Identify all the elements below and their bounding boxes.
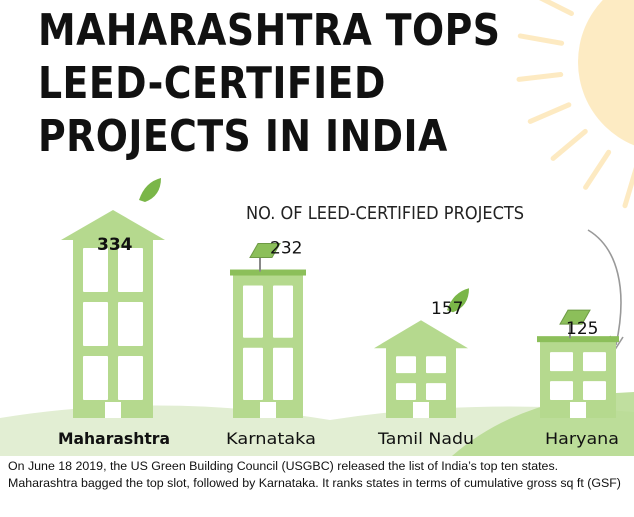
building-window [273, 285, 293, 338]
building-window [118, 248, 143, 292]
building-door [413, 402, 429, 418]
building-karnataka: 232 Karnataka [226, 239, 316, 448]
building-window [396, 383, 416, 400]
building-door [570, 402, 586, 418]
category-label: Maharashtra [58, 429, 170, 448]
value-label: 157 [431, 299, 463, 319]
building-window [273, 347, 293, 400]
sun-ray [550, 128, 588, 161]
building-window [426, 383, 446, 400]
sun-graphic [516, 0, 634, 209]
building-window [83, 248, 108, 292]
building-window [426, 356, 446, 374]
building-door [260, 402, 276, 418]
building-roof-ledge [230, 269, 306, 276]
building-window [583, 352, 606, 372]
headline-line-3: PROJECTS IN INDIA [38, 111, 448, 162]
category-label: Haryana [545, 429, 619, 448]
building-window [550, 381, 573, 400]
sun-ray [516, 72, 564, 82]
building-window [396, 356, 416, 374]
caption-text: On June 18 2019, the US Green Building C… [8, 459, 621, 490]
category-label: Karnataka [226, 429, 316, 448]
value-label: 232 [270, 239, 302, 259]
sun-ray [622, 166, 634, 209]
building-maharashtra: 334 Maharashtra [58, 178, 170, 448]
headline-line-1: MAHARASHTRA TOPS [38, 5, 501, 56]
headline: MAHARASHTRA TOPS LEED-CERTIFIED PROJECTS… [38, 4, 501, 163]
leaf-icon [139, 178, 161, 202]
building-tamil-nadu: 157 Tamil Nadu [374, 288, 474, 448]
sun-disc [578, 0, 634, 146]
building-window [583, 381, 606, 400]
value-label: 334 [97, 235, 133, 255]
building-window [118, 302, 143, 346]
building-haryana: 125 Haryana [537, 309, 619, 448]
sun-ray [527, 102, 572, 124]
building-window [83, 302, 108, 346]
value-label: 125 [566, 319, 598, 339]
building-window [83, 356, 108, 400]
building-roof [61, 210, 165, 240]
leaf-icon [447, 288, 469, 313]
building-window [243, 347, 263, 400]
sun-ray [538, 0, 574, 17]
solar-panel-icon [559, 309, 591, 325]
chart-subtitle: NO. OF LEED-CERTIFIED PROJECTS [246, 203, 525, 224]
building-roof [374, 320, 468, 349]
category-label: Tamil Nadu [377, 429, 474, 448]
pointer-arrow [587, 229, 622, 346]
building-door [105, 402, 121, 418]
building-window [243, 285, 263, 338]
sun-ray [583, 149, 612, 190]
building-roof-ledge [537, 336, 619, 343]
sun-ray [517, 33, 565, 46]
solar-panel-icon [249, 243, 281, 259]
building-window [118, 356, 143, 400]
headline-line-2: LEED-CERTIFIED [38, 58, 386, 109]
building-window [550, 352, 573, 372]
